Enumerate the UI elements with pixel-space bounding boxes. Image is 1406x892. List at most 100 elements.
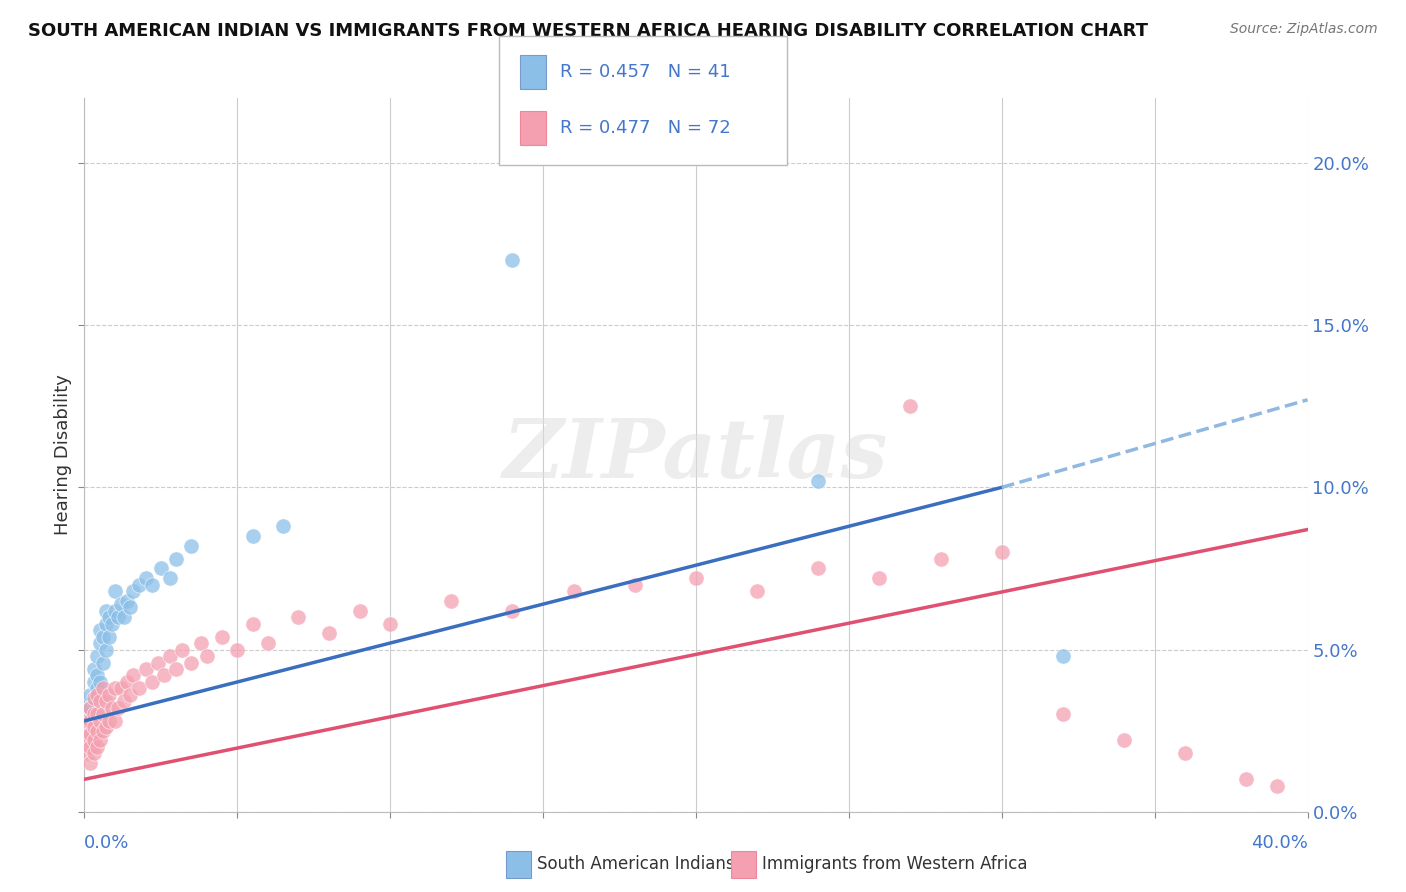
Point — [107, 701, 129, 715]
Point — [165, 551, 187, 566]
Point — [104, 714, 127, 728]
Point — [128, 681, 150, 696]
Text: Source: ZipAtlas.com: Source: ZipAtlas.com — [1230, 22, 1378, 37]
Point — [112, 694, 135, 708]
Point — [869, 571, 891, 585]
Point — [83, 675, 105, 690]
Text: South American Indians: South American Indians — [537, 855, 735, 873]
Point — [110, 681, 132, 696]
Point — [86, 723, 108, 738]
Point — [79, 714, 101, 728]
Point — [89, 623, 111, 637]
Point — [141, 577, 163, 591]
Point — [86, 707, 108, 722]
Point — [242, 529, 264, 543]
Point — [107, 610, 129, 624]
Text: Immigrants from Western Africa: Immigrants from Western Africa — [762, 855, 1028, 873]
Point — [79, 727, 101, 741]
Point — [122, 668, 145, 682]
Point — [86, 688, 108, 702]
Point — [135, 571, 157, 585]
Point — [89, 675, 111, 690]
Point — [685, 571, 707, 585]
Point — [91, 681, 114, 696]
Point — [271, 519, 294, 533]
Point — [165, 662, 187, 676]
Point — [79, 756, 101, 770]
Point — [380, 616, 402, 631]
Point — [624, 577, 647, 591]
Y-axis label: Hearing Disability: Hearing Disability — [53, 375, 72, 535]
Point — [318, 626, 340, 640]
Point — [104, 584, 127, 599]
Point — [257, 636, 280, 650]
Text: 0.0%: 0.0% — [84, 834, 129, 852]
Point — [76, 747, 98, 761]
Point — [211, 630, 233, 644]
Point — [91, 707, 114, 722]
Point — [159, 648, 181, 663]
Point — [180, 656, 202, 670]
Point — [83, 747, 105, 761]
Text: 40.0%: 40.0% — [1251, 834, 1308, 852]
Point — [104, 604, 127, 618]
Point — [97, 630, 120, 644]
Point — [807, 474, 830, 488]
Point — [991, 545, 1014, 559]
Text: R = 0.457   N = 41: R = 0.457 N = 41 — [560, 63, 730, 81]
Point — [79, 701, 101, 715]
Point — [349, 604, 371, 618]
Point — [94, 604, 117, 618]
Point — [79, 688, 101, 702]
Text: ZIPatlas: ZIPatlas — [503, 415, 889, 495]
Point — [112, 610, 135, 624]
Point — [110, 597, 132, 611]
Point — [135, 662, 157, 676]
Point — [76, 698, 98, 712]
Point — [287, 610, 309, 624]
Point — [97, 688, 120, 702]
Point — [146, 656, 169, 670]
Point — [76, 733, 98, 747]
Point — [929, 551, 952, 566]
Point — [83, 694, 105, 708]
Point — [440, 594, 463, 608]
Point — [807, 561, 830, 575]
Text: R = 0.477   N = 72: R = 0.477 N = 72 — [560, 119, 730, 136]
Point — [86, 668, 108, 682]
Point — [94, 616, 117, 631]
Point — [83, 733, 105, 747]
Point — [94, 694, 117, 708]
Point — [86, 739, 108, 754]
Point — [1265, 779, 1288, 793]
Point — [94, 720, 117, 734]
Point — [190, 636, 212, 650]
Point — [122, 584, 145, 599]
Point — [89, 733, 111, 747]
Point — [172, 642, 194, 657]
Point — [1114, 733, 1136, 747]
Point — [89, 714, 111, 728]
Point — [91, 630, 114, 644]
Point — [1052, 648, 1074, 663]
Text: SOUTH AMERICAN INDIAN VS IMMIGRANTS FROM WESTERN AFRICA HEARING DISABILITY CORRE: SOUTH AMERICAN INDIAN VS IMMIGRANTS FROM… — [28, 22, 1149, 40]
Point — [97, 714, 120, 728]
Point — [83, 691, 105, 706]
Point — [89, 636, 111, 650]
Point — [898, 399, 921, 413]
Point — [79, 739, 101, 754]
Point — [141, 675, 163, 690]
Point — [89, 694, 111, 708]
Point — [747, 584, 769, 599]
Point — [76, 707, 98, 722]
Point — [76, 714, 98, 728]
Point — [502, 604, 524, 618]
Point — [226, 642, 249, 657]
Point — [159, 571, 181, 585]
Point — [149, 561, 172, 575]
Point — [1236, 772, 1258, 787]
Point — [120, 600, 142, 615]
Point — [562, 584, 585, 599]
Point — [502, 253, 524, 268]
Point — [91, 656, 114, 670]
